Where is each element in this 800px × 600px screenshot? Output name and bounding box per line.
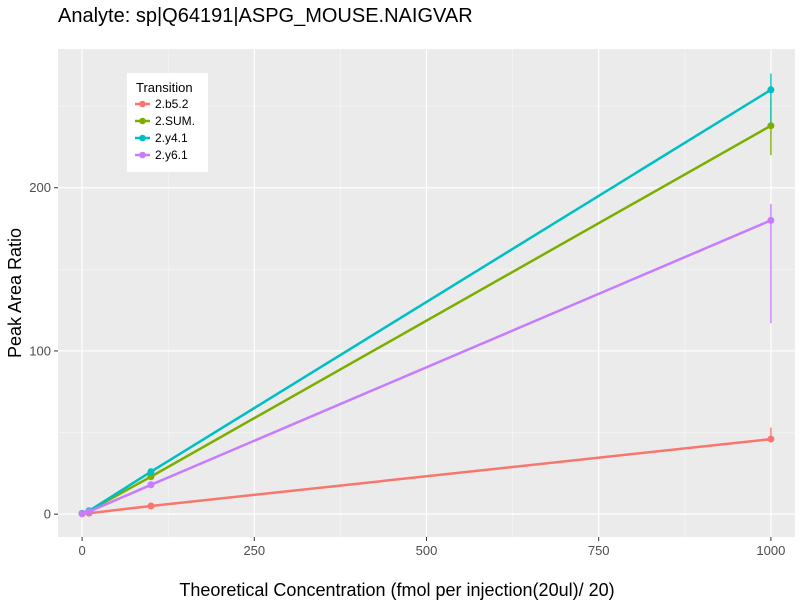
legend-item: 2.y4.1 (135, 131, 188, 145)
legend-title: Transition (136, 80, 193, 95)
chart-title: Analyte: sp|Q64191|ASPG_MOUSE.NAIGVAR (58, 5, 473, 27)
data-point (147, 481, 155, 489)
legend-swatch-point (139, 151, 146, 159)
legend-swatch-point (139, 117, 146, 125)
y-axis: 0 100 200 (29, 180, 58, 522)
legend-label: 2.y6.1 (155, 148, 188, 162)
data-point (767, 122, 775, 130)
series-2.y6.1 (78, 204, 775, 518)
data-point (147, 502, 155, 510)
data-point (147, 473, 155, 481)
data-point (85, 508, 93, 516)
series-layer (78, 73, 775, 518)
x-axis: 0 250 500 750 1000 (78, 537, 785, 558)
y-axis-title: Peak Area Ratio (5, 228, 25, 358)
series-line (81, 219, 772, 515)
x-axis-title: Theoretical Concentration (fmol per inje… (179, 580, 614, 600)
data-point (767, 86, 775, 94)
legend-label: 2.y4.1 (155, 131, 188, 145)
x-tick-label: 1000 (756, 543, 785, 558)
legend-swatch-point (139, 100, 146, 108)
y-tick-label: 200 (29, 180, 51, 195)
legend-item: 2.y6.1 (135, 148, 188, 162)
legend-swatch-point (139, 134, 146, 142)
data-point (147, 468, 155, 476)
legend: Transition 2.b5.2 2.SUM. 2.y4.1 2.y6.1 (127, 73, 208, 172)
data-point (78, 510, 86, 518)
data-point (767, 435, 775, 443)
legend-item: 2.b5.2 (135, 97, 189, 111)
legend-item: 2.SUM. (135, 114, 195, 128)
x-tick-label: 250 (243, 543, 265, 558)
x-tick-label: 750 (588, 543, 610, 558)
data-point (767, 216, 775, 224)
y-tick-label: 0 (44, 507, 51, 522)
legend-label: 2.SUM. (155, 114, 195, 128)
y-tick-label: 100 (29, 343, 51, 358)
x-tick-label: 500 (416, 543, 438, 558)
legend-label: 2.b5.2 (155, 97, 189, 111)
x-tick-label: 0 (78, 543, 85, 558)
